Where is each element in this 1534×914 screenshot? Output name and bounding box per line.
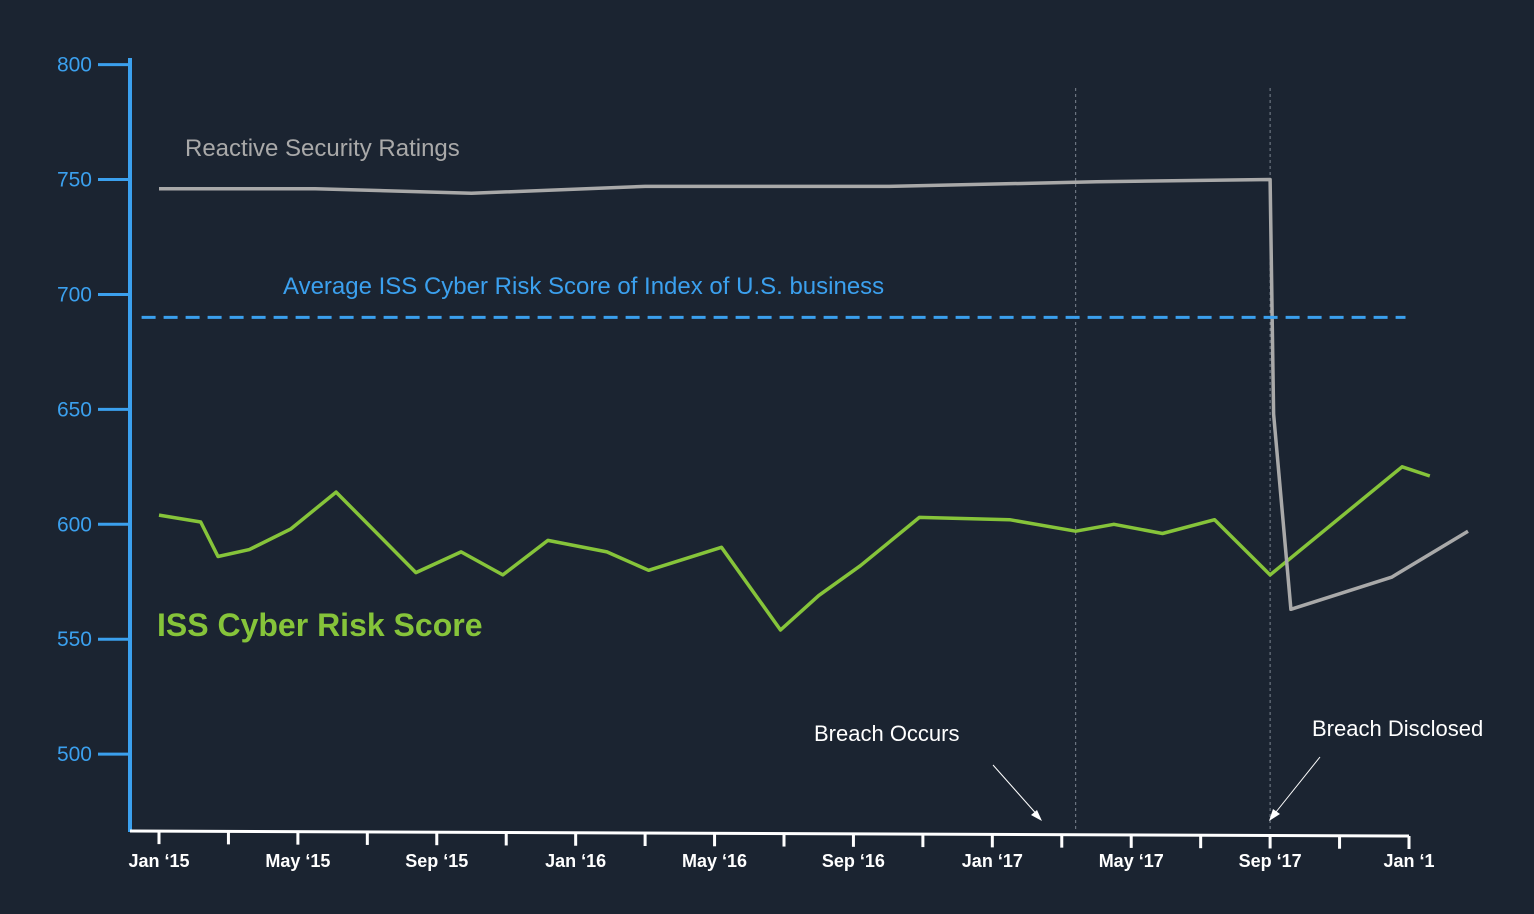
y-tick-label-550: 550: [57, 628, 92, 651]
breach-occurs-arrow: [992, 764, 1041, 819]
breach-disclosed-arrow: [1271, 756, 1321, 818]
x-tick-label-0: Jan ‘15: [128, 851, 189, 871]
x-tick-label-5: Sep ‘16: [822, 851, 885, 871]
y-tick-label-600: 600: [57, 513, 92, 536]
reactive-ratings-label: Reactive Security Ratings: [185, 135, 460, 162]
x-tick-label-1: May ‘15: [265, 851, 330, 871]
x-tick-label-4: May ‘16: [682, 851, 747, 871]
y-tick-label-700: 700: [57, 283, 92, 306]
breach-occurs-arrowhead: [1031, 810, 1042, 821]
x-tick-label-6: Jan ‘17: [962, 851, 1023, 871]
breach-occurs-label: Breach Occurs: [814, 721, 960, 746]
y-tick-label-800: 800: [57, 54, 92, 77]
x-tick-label-2: Sep ‘15: [405, 851, 468, 871]
tick-labels: 500 550 600 650 700 750 800 Jan ‘15 May ‘15 Sep ‘…: [57, 54, 1435, 871]
x-tick-label-3: Jan ‘16: [545, 851, 606, 871]
x-axis-line: [129, 829, 1410, 838]
reactive-ratings-line: [159, 177, 1469, 612]
x-tick-label-8: Sep ‘17: [1239, 851, 1302, 871]
y-tick-label-650: 650: [57, 398, 92, 421]
breach-disclosed-arrowhead: [1269, 809, 1280, 821]
x-tick-label-7: May ‘17: [1099, 851, 1164, 871]
x-tick-label-9: Jan ‘1: [1383, 851, 1434, 871]
average-score-label: Average ISS Cyber Risk Score of Index of…: [283, 273, 884, 300]
y-tick-label-750: 750: [57, 169, 92, 192]
axes: [128, 58, 1410, 838]
event-markers: [1075, 88, 1271, 830]
breach-disclosed-label: Breach Disclosed: [1312, 716, 1483, 741]
series-lines: [141, 177, 1469, 632]
iss-score-label: ISS Cyber Risk Score: [157, 607, 482, 643]
y-tick-label-500: 500: [57, 743, 92, 766]
iss-score-line: [158, 465, 1431, 632]
